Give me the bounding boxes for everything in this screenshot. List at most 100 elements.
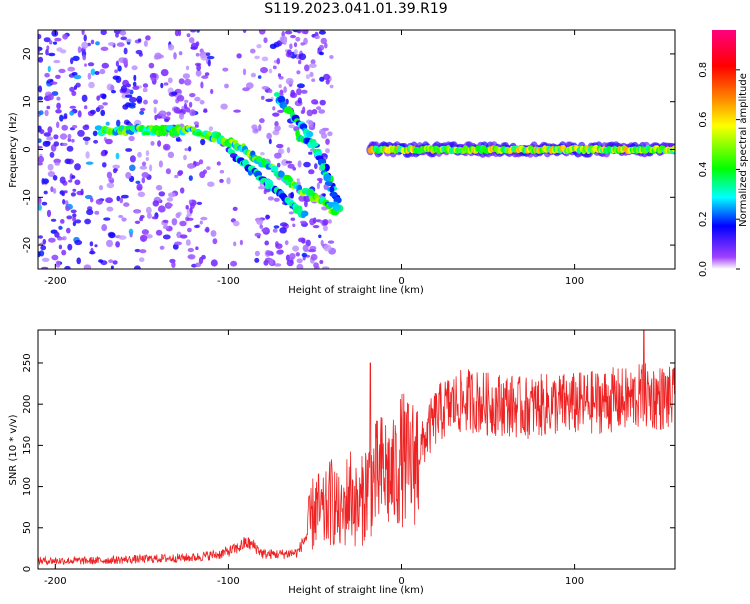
heatmap-noise-blob [320, 37, 327, 45]
heatmap-noise-blob [212, 238, 218, 245]
colorbar-gradient [712, 30, 736, 269]
heatmap-noise-blob [38, 162, 43, 166]
heatmap-noise-blob [252, 127, 259, 134]
heatmap-noise-blob [137, 151, 142, 158]
heatmap-y-ticks: -20 -10 0 10 20 [22, 48, 675, 253]
heatmap-noise-blob [316, 182, 320, 190]
heatmap-noise-blob [308, 120, 314, 128]
heatmap-noise-blob [194, 96, 201, 102]
snr-x-ticks: -200 -100 0 100 [44, 330, 584, 587]
heatmap-noise-blob [106, 206, 114, 212]
heatmap-branch-blob [306, 188, 315, 197]
heatmap-noise-blob [74, 239, 83, 246]
heatmap-noise-blob [61, 142, 68, 147]
heatmap-noise-blob [312, 217, 317, 224]
heatmap-noise-blob [89, 250, 96, 255]
heatmap-noise-blob [118, 214, 124, 219]
heatmap-noise-blob [87, 62, 95, 67]
heatmap-noise-blob [198, 159, 204, 165]
heatmap-noise-blob [41, 257, 50, 262]
heatmap-noise-blob [319, 76, 325, 82]
colorbar-label: Normalized spectral amplitude [738, 73, 749, 227]
heatmap-branch-blob [306, 130, 314, 138]
heatmap-noise-blob [38, 145, 43, 149]
heatmap-noise-blob [102, 102, 108, 106]
heatmap-noise-blob [112, 168, 118, 174]
heatmap-noise-blob [47, 163, 54, 171]
heatmap-noise-blob [38, 56, 44, 63]
heatmap-noise-blob [82, 54, 87, 61]
heatmap-noise-blob [143, 99, 148, 105]
heatmap-noise-blob [120, 85, 127, 93]
heatmap-noise-blob [59, 133, 68, 140]
heatmap-noise-blob [277, 109, 284, 113]
heatmap-noise-blob [273, 263, 282, 267]
y-tick-label: -10 [22, 189, 33, 205]
heatmap-noise-blob [258, 30, 266, 35]
heatmap-noise-blob [261, 56, 269, 62]
heatmap-noise-blob [179, 112, 184, 120]
heatmap-noise-blob [287, 49, 292, 56]
heatmap-noise-blob [174, 241, 183, 246]
colorbar-tick-label: 0.4 [698, 161, 709, 177]
heatmap-noise-blob [58, 244, 63, 250]
heatmap-noise-blob [276, 143, 284, 149]
snr-marks [38, 330, 675, 566]
heatmap-noise-blob [162, 225, 170, 230]
heatmap-noise-blob [155, 184, 163, 191]
x-tick-label: 0 [398, 576, 404, 587]
heatmap-noise-blob [316, 106, 322, 110]
heatmap-noise-blob [111, 90, 116, 94]
heatmap-noise-blob [290, 217, 296, 221]
heatmap-noise-blob [48, 40, 53, 45]
y-tick-label: 250 [22, 353, 33, 372]
heatmap-noise-blob [121, 217, 127, 222]
heatmap-noise-blob [260, 152, 265, 156]
heatmap-noise-blob [149, 164, 153, 172]
heatmap-noise-blob [133, 265, 141, 269]
heatmap-noise-blob [84, 139, 89, 146]
heatmap-noise-blob [81, 41, 89, 49]
heatmap-noise-blob [73, 85, 78, 90]
heatmap-noise-blob [256, 218, 264, 225]
heatmap-noise-blob [56, 237, 65, 241]
heatmap-noise-blob [54, 37, 62, 42]
heatmap-noise-blob [233, 241, 237, 247]
heatmap-noise-blob [120, 36, 127, 41]
heatmap-noise-blob [119, 30, 127, 36]
heatmap-noise-blob [303, 30, 309, 35]
heatmap-noise-blob [254, 257, 260, 263]
heatmap-noise-blob [208, 126, 214, 132]
heatmap-noise-blob [38, 33, 42, 40]
heatmap-noise-blob [242, 87, 250, 92]
heatmap-noise-blob [62, 199, 66, 205]
heatmap-noise-blob [174, 174, 179, 179]
heatmap-noise-blob [289, 43, 293, 50]
heatmap-noise-blob [207, 181, 215, 187]
heatmap-noise-blob [193, 121, 200, 126]
heatmap-noise-blob [71, 124, 78, 129]
heatmap-noise-blob [205, 52, 211, 57]
heatmap-noise-blob [77, 110, 82, 118]
heatmap-noise-blob [219, 170, 225, 174]
heatmap-noise-blob [134, 210, 141, 214]
heatmap-noise-blob [116, 195, 121, 202]
heatmap-noise-blob [311, 99, 319, 105]
heatmap-noise-blob [131, 65, 138, 71]
x-tick-label: -100 [217, 576, 240, 587]
colorbar-tick-label: 0.6 [698, 112, 709, 128]
heatmap-noise-blob [137, 191, 146, 198]
heatmap-noise-blob [63, 113, 68, 119]
heatmap-noise-blob [51, 254, 59, 261]
heatmap-noise-blob [76, 257, 81, 265]
heatmap-noise-blob [322, 193, 326, 197]
heatmap-noise-blob [69, 110, 75, 116]
heatmap-noise-blob [286, 147, 291, 154]
heatmap-noise-blob [154, 114, 158, 121]
heatmap-noise-blob [290, 34, 296, 39]
heatmap-noise-blob [195, 246, 199, 250]
heatmap-noise-blob [230, 260, 238, 267]
heatmap-noise-blob [145, 234, 153, 239]
heatmap-noise-blob [138, 257, 145, 263]
